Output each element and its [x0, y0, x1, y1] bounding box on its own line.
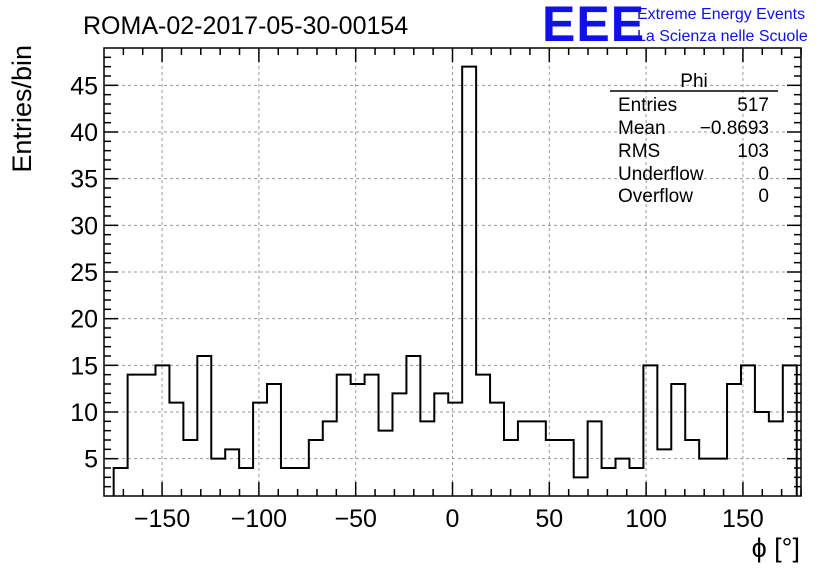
histogram-bin-21	[406, 356, 420, 496]
x-axis-title: ϕ [°]	[752, 533, 800, 563]
stats-label-rms: RMS	[618, 141, 660, 162]
eee-logo: EEE Extreme Energy Events La Scienza nel…	[542, 0, 808, 52]
stats-label-overflow: Overflow	[618, 186, 693, 207]
logo-line-2: La Scienza nelle Scuole	[637, 28, 808, 45]
histogram-bin-32	[560, 440, 574, 496]
axis-ticks	[104, 48, 802, 496]
histogram-bin-8	[225, 449, 239, 496]
y-tick-label-5: 30	[70, 212, 98, 240]
y-tick-label-0: 5	[84, 446, 98, 474]
y-tick-label-6: 35	[70, 166, 98, 194]
histogram-bin-37	[629, 468, 643, 496]
y-tick-label-3: 20	[70, 306, 98, 334]
histogram-bin-6	[197, 356, 211, 496]
histogram-bin-5	[183, 440, 197, 496]
tick-labels: −150 −100 −50 0 50 100 150 5 10 15 20 25 30 35 40 45	[70, 72, 764, 533]
histogram-bin-26	[476, 375, 490, 496]
stats-value-overflow: 0	[758, 186, 769, 207]
histogram-bin-14	[309, 440, 323, 496]
histogram-bin-20	[392, 393, 406, 496]
histogram-bin-33	[574, 477, 588, 496]
histogram-bin-9	[239, 468, 253, 496]
logo-line-1: Extreme Energy Events	[637, 6, 805, 23]
histogram-bin-34	[588, 421, 602, 496]
x-tick-label-1: −100	[231, 505, 287, 533]
x-tick-label-3: 0	[446, 505, 460, 533]
histogram-bin-1	[128, 375, 142, 496]
histogram-bin-0	[114, 468, 128, 496]
histogram-bin-44	[727, 384, 741, 496]
grid	[104, 48, 801, 496]
stats-value-rms: 103	[737, 141, 769, 162]
y-axis-title: Entries/bin	[7, 45, 37, 173]
stats-label-underflow: Underflow	[618, 164, 704, 185]
histogram-line	[112, 65, 798, 496]
x-tick-label-6: 150	[722, 505, 764, 533]
histogram-bin-38	[643, 365, 657, 496]
histogram-bin-10	[253, 403, 267, 496]
stats-value-entries: 517	[737, 95, 769, 116]
histogram-bin-40	[671, 384, 685, 496]
y-tick-label-2: 15	[70, 352, 98, 380]
histogram-bin-27	[490, 403, 504, 496]
stats-value-mean: −0.8693	[700, 118, 769, 139]
histogram-bin-23	[434, 393, 448, 496]
x-tick-label-4: 50	[535, 505, 563, 533]
stats-label-mean: Mean	[618, 118, 666, 139]
histogram-bin-2	[142, 375, 156, 496]
histogram-bin-16	[337, 375, 351, 496]
chart-title: ROMA-02-2017-05-30-00154	[83, 12, 408, 40]
x-tick-label-0: −150	[134, 505, 190, 533]
histogram-bin-11	[267, 384, 281, 496]
histogram-bin-17	[351, 384, 365, 496]
histogram-bin-35	[602, 468, 616, 496]
histogram-bin-39	[657, 449, 671, 496]
stats-title: Phi	[680, 71, 707, 92]
logo-mark: EEE	[542, 0, 645, 52]
histogram-bin-41	[685, 440, 699, 496]
histogram-bin-7	[211, 459, 225, 496]
histogram-bin-24	[448, 403, 462, 496]
histogram-bin-4	[169, 403, 183, 496]
stats-box: Phi Entries 517 Mean −0.8693 RMS 103 Und…	[610, 71, 778, 207]
stats-value-underflow: 0	[758, 164, 769, 185]
stats-label-entries: Entries	[618, 95, 677, 116]
histogram-bin-31	[546, 440, 560, 496]
x-tick-label-2: −50	[334, 505, 376, 533]
histogram-bin-18	[365, 375, 379, 496]
y-tick-label-1: 10	[70, 399, 98, 427]
y-tick-label-7: 40	[70, 119, 98, 147]
histogram-bin-25	[462, 67, 476, 496]
y-tick-label-8: 45	[70, 72, 98, 100]
histogram-bin-46	[755, 412, 769, 496]
histogram-bin-28	[504, 440, 518, 496]
y-tick-label-4: 25	[70, 259, 98, 287]
histogram-bin-43	[713, 459, 727, 496]
histogram-bin-42	[699, 459, 713, 496]
histogram-bin-12	[281, 468, 295, 496]
x-tick-label-5: 100	[625, 505, 667, 533]
histogram-bin-19	[379, 431, 393, 496]
